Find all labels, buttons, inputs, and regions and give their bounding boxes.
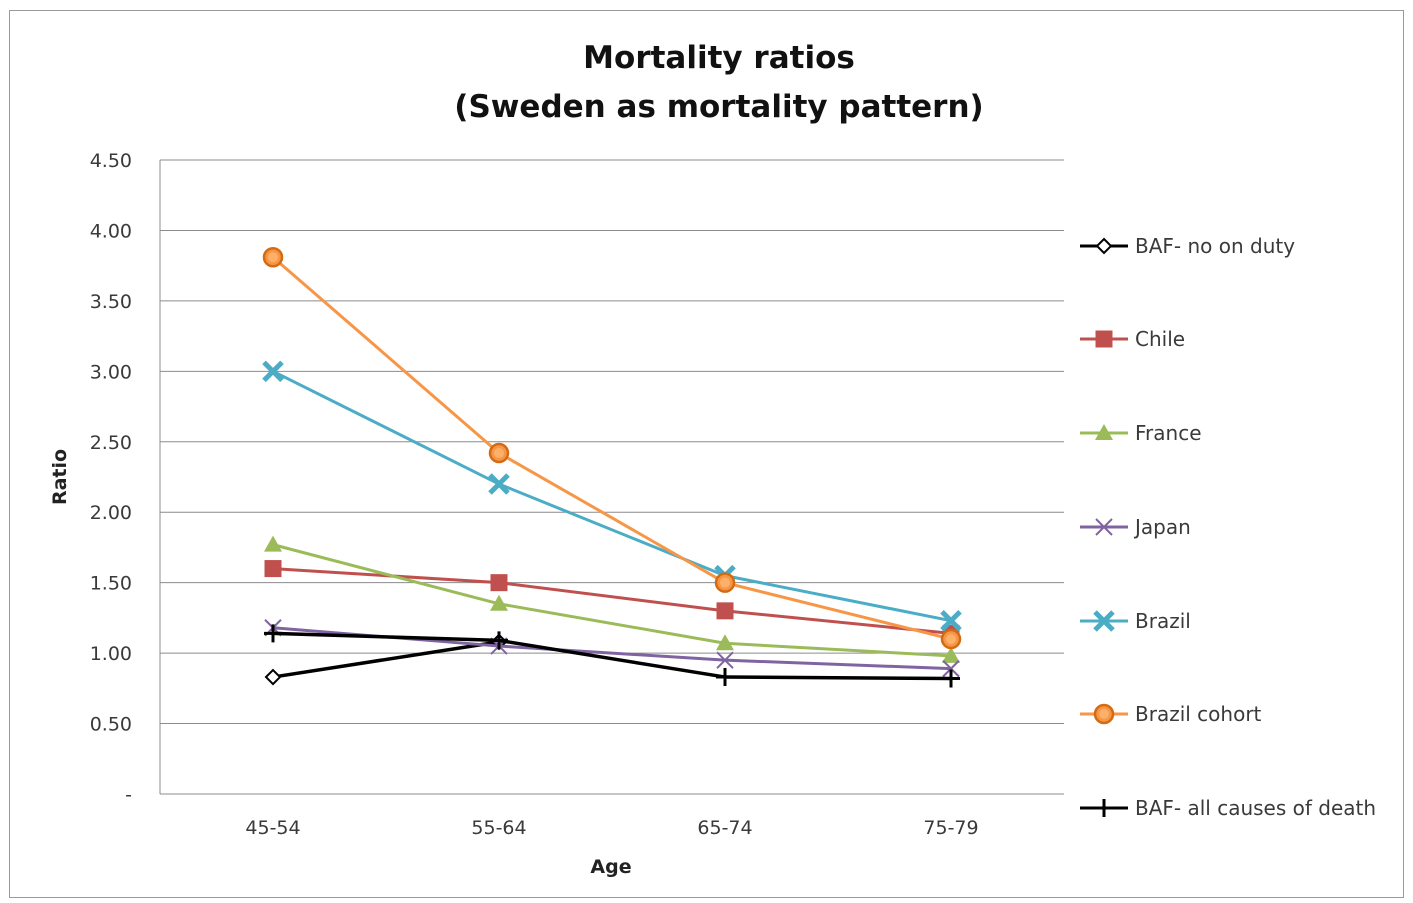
x-tick-label: 75-79 bbox=[923, 817, 978, 839]
legend-swatch-marker bbox=[1095, 424, 1113, 440]
y-tick-label: 2.00 bbox=[90, 502, 132, 524]
legend-entry: Brazil bbox=[1080, 609, 1191, 633]
legend: BAF- no on duty Chile France Japan Brazil Bra… bbox=[1080, 234, 1376, 820]
data-point-inner bbox=[720, 577, 730, 588]
legend-swatch-marker-inner bbox=[1099, 709, 1109, 719]
gridlines bbox=[159, 159, 1064, 795]
data-point-inner bbox=[268, 252, 278, 263]
data-point-inner bbox=[946, 634, 956, 645]
data-point bbox=[942, 659, 960, 678]
data-point bbox=[490, 631, 508, 650]
y-tick-label: 4.50 bbox=[90, 150, 132, 172]
series-france bbox=[264, 535, 960, 663]
legend-swatch-marker bbox=[1095, 799, 1113, 817]
data-point bbox=[942, 669, 960, 688]
y-tick-label: 3.50 bbox=[90, 291, 132, 313]
data-point bbox=[264, 624, 282, 643]
y-axis-label: Ratio bbox=[49, 449, 71, 505]
legend-label: France bbox=[1135, 421, 1202, 445]
x-axis-label: Age bbox=[590, 856, 631, 878]
data-point bbox=[490, 594, 508, 611]
legend-label: BAF- no on duty bbox=[1135, 234, 1295, 258]
series-line bbox=[272, 640, 500, 679]
data-point bbox=[488, 473, 510, 495]
legend-swatch-marker bbox=[1095, 237, 1113, 255]
data-point-inner bbox=[494, 448, 504, 459]
y-tick-label: 2.50 bbox=[90, 432, 132, 454]
legend-label: BAF- all causes of death bbox=[1135, 796, 1376, 820]
series-line bbox=[272, 369, 952, 623]
chart-title-line-2: (Sweden as mortality pattern) bbox=[454, 89, 983, 125]
series-brazil-cohort bbox=[262, 246, 962, 650]
data-point bbox=[940, 609, 962, 632]
chart-title-line-1: Mortality ratios bbox=[583, 40, 855, 76]
legend-swatch-marker bbox=[1093, 610, 1115, 632]
legend-entry: Chile bbox=[1080, 327, 1185, 351]
x-tick-label: 55-64 bbox=[471, 817, 526, 839]
legend-label: Japan bbox=[1133, 515, 1191, 539]
data-point bbox=[264, 668, 282, 686]
y-tick-label: 1.00 bbox=[90, 643, 132, 665]
series-line bbox=[272, 543, 952, 658]
legend-entry: France bbox=[1080, 421, 1202, 445]
data-point bbox=[716, 668, 734, 687]
y-tick-label: 3.00 bbox=[90, 361, 132, 383]
x-tick-label: 65-74 bbox=[697, 817, 752, 839]
data-point bbox=[262, 360, 284, 383]
legend-label: Brazil cohort bbox=[1135, 702, 1262, 726]
data-point bbox=[264, 560, 282, 578]
data-series bbox=[262, 246, 962, 688]
legend-entry: BAF- all causes of death bbox=[1080, 796, 1376, 820]
series-baf-all-causes-of-death bbox=[264, 624, 960, 688]
x-tick-label: 45-54 bbox=[245, 817, 300, 839]
data-point bbox=[942, 646, 960, 663]
data-point bbox=[490, 574, 508, 592]
series-japan bbox=[264, 619, 960, 678]
x-tick-labels: 45-54 55-64 65-74 75-79 bbox=[245, 817, 978, 839]
legend-swatch-marker bbox=[1095, 330, 1113, 348]
y-tick-label: 0.50 bbox=[90, 714, 132, 736]
legend-entry: Brazil cohort bbox=[1080, 702, 1262, 726]
data-point bbox=[264, 535, 282, 552]
data-point bbox=[716, 651, 734, 669]
chart-frame bbox=[9, 10, 1404, 898]
y-tick-label: - bbox=[125, 784, 132, 806]
series-brazil bbox=[262, 360, 962, 632]
series-line bbox=[272, 256, 952, 641]
legend-label: Chile bbox=[1135, 327, 1185, 351]
legend-swatch-marker bbox=[1095, 518, 1113, 536]
data-point bbox=[716, 602, 734, 620]
legend-entry: Japan bbox=[1080, 515, 1191, 539]
series-line bbox=[272, 631, 952, 681]
y-tick-label: 4.00 bbox=[90, 220, 132, 242]
data-point bbox=[716, 634, 734, 651]
y-tick-label: 1.50 bbox=[90, 573, 132, 595]
legend-entry: BAF- no on duty bbox=[1080, 234, 1295, 258]
legend-label: Brazil bbox=[1135, 609, 1191, 633]
y-tick-labels: - 0.50 1.00 1.50 2.00 2.50 3.00 3.50 4.00 4.50 bbox=[90, 150, 132, 806]
